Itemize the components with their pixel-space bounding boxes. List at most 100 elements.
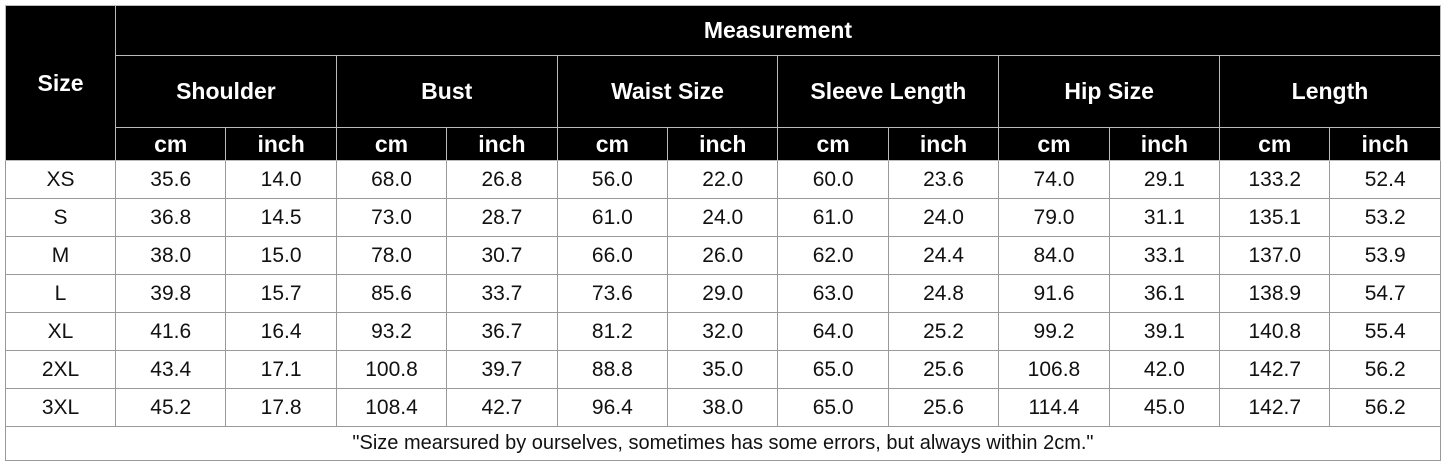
value-cell: 55.4 bbox=[1329, 312, 1441, 351]
value-cell: 91.6 bbox=[998, 274, 1110, 313]
unit-header: inch bbox=[446, 127, 558, 161]
size-cell: L bbox=[5, 274, 116, 313]
value-cell: 85.6 bbox=[335, 274, 448, 313]
value-cell: 65.0 bbox=[777, 388, 889, 427]
value-cell: 33.7 bbox=[446, 274, 558, 313]
value-cell: 142.7 bbox=[1219, 388, 1331, 427]
value-cell: 53.2 bbox=[1329, 198, 1441, 237]
value-cell: 73.0 bbox=[335, 198, 448, 237]
unit-header: inch bbox=[667, 127, 779, 161]
value-cell: 78.0 bbox=[335, 236, 448, 275]
note-row: "Size mearsured by ourselves, sometimes … bbox=[5, 426, 1441, 461]
unit-header: cm bbox=[998, 127, 1110, 161]
measure-header: Shoulder bbox=[115, 55, 337, 128]
value-cell: 30.7 bbox=[446, 236, 558, 275]
measure-header: Length bbox=[1219, 55, 1441, 128]
value-cell: 26.8 bbox=[446, 160, 558, 199]
size-cell: 2XL bbox=[5, 350, 116, 389]
size-header: Size bbox=[5, 5, 116, 161]
value-cell: 108.4 bbox=[335, 388, 448, 427]
value-cell: 42.7 bbox=[446, 388, 558, 427]
value-cell: 56.2 bbox=[1329, 388, 1441, 427]
value-cell: 74.0 bbox=[998, 160, 1110, 199]
value-cell: 79.0 bbox=[998, 198, 1110, 237]
value-cell: 137.0 bbox=[1219, 236, 1331, 275]
unit-header: cm bbox=[1219, 127, 1331, 161]
value-cell: 73.6 bbox=[556, 274, 669, 313]
data-row: 3XL 45.2 17.8 108.4 42.7 96.4 38.0 65.0 25.6 114.… bbox=[5, 388, 1441, 427]
value-cell: 61.0 bbox=[556, 198, 669, 237]
measure-header: Waist Size bbox=[556, 55, 779, 128]
value-cell: 14.0 bbox=[225, 160, 337, 199]
value-cell: 35.6 bbox=[114, 160, 227, 199]
value-cell: 15.0 bbox=[225, 236, 337, 275]
measure-header: Bust bbox=[335, 55, 558, 128]
value-cell: 81.2 bbox=[556, 312, 669, 351]
value-cell: 63.0 bbox=[777, 274, 889, 313]
value-cell: 114.4 bbox=[998, 388, 1110, 427]
value-cell: 106.8 bbox=[998, 350, 1110, 389]
value-cell: 45.0 bbox=[1108, 388, 1221, 427]
value-cell: 39.7 bbox=[446, 350, 558, 389]
value-cell: 60.0 bbox=[777, 160, 889, 199]
value-cell: 29.1 bbox=[1108, 160, 1221, 199]
value-cell: 96.4 bbox=[556, 388, 669, 427]
unit-header: cm bbox=[777, 127, 889, 161]
size-chart: Size Measurement Shoulder Bust Waist Size Sle… bbox=[5, 5, 1441, 461]
value-cell: 133.2 bbox=[1219, 160, 1331, 199]
value-cell: 53.9 bbox=[1329, 236, 1441, 275]
data-row: M 38.0 15.0 78.0 30.7 66.0 26.0 62.0 24.4 84.0 33.… bbox=[5, 236, 1441, 275]
value-cell: 138.9 bbox=[1219, 274, 1331, 313]
value-cell: 142.7 bbox=[1219, 350, 1331, 389]
value-cell: 64.0 bbox=[777, 312, 889, 351]
value-cell: 32.0 bbox=[667, 312, 779, 351]
value-cell: 14.5 bbox=[225, 198, 337, 237]
data-row: 2XL 43.4 17.1 100.8 39.7 88.8 35.0 65.0 25.6 106.… bbox=[5, 350, 1441, 389]
value-cell: 16.4 bbox=[225, 312, 337, 351]
value-cell: 66.0 bbox=[556, 236, 669, 275]
value-cell: 62.0 bbox=[777, 236, 889, 275]
value-cell: 52.4 bbox=[1329, 160, 1441, 199]
value-cell: 36.8 bbox=[114, 198, 227, 237]
value-cell: 36.7 bbox=[446, 312, 558, 351]
group-header: Measurement bbox=[115, 5, 1441, 56]
value-cell: 39.8 bbox=[114, 274, 227, 313]
header-row: cm inch cm inch cm inch cm inch cm inch cm inch bbox=[6, 127, 1441, 161]
value-cell: 23.6 bbox=[887, 160, 1000, 199]
measure-header: Hip Size bbox=[998, 55, 1221, 128]
size-table: Size Measurement Shoulder Bust Waist Size Sle… bbox=[5, 5, 1441, 461]
value-cell: 31.1 bbox=[1108, 198, 1221, 237]
value-cell: 17.8 bbox=[225, 388, 337, 427]
unit-header: inch bbox=[225, 127, 337, 161]
note: "Size mearsured by ourselves, sometimes … bbox=[5, 426, 1441, 461]
header-row: Size Measurement bbox=[5, 5, 1441, 161]
size-cell: 3XL bbox=[5, 388, 116, 427]
value-cell: 39.1 bbox=[1108, 312, 1221, 351]
value-cell: 54.7 bbox=[1329, 274, 1441, 313]
value-cell: 135.1 bbox=[1219, 198, 1331, 237]
unit-header: inch bbox=[1108, 127, 1221, 161]
value-cell: 35.0 bbox=[667, 350, 779, 389]
value-cell: 45.2 bbox=[114, 388, 227, 427]
header-row: Shoulder Bust Waist Size Sleeve Length Hip S… bbox=[6, 55, 1441, 128]
unit-header: cm bbox=[114, 127, 227, 161]
value-cell: 25.6 bbox=[887, 388, 1000, 427]
value-cell: 84.0 bbox=[998, 236, 1110, 275]
value-cell: 42.0 bbox=[1108, 350, 1221, 389]
value-cell: 56.0 bbox=[556, 160, 669, 199]
measure-header: Sleeve Length bbox=[777, 55, 1000, 128]
value-cell: 22.0 bbox=[667, 160, 779, 199]
value-cell: 26.0 bbox=[667, 236, 779, 275]
value-cell: 15.7 bbox=[225, 274, 337, 313]
value-cell: 36.1 bbox=[1108, 274, 1221, 313]
data-row: S 36.8 14.5 73.0 28.7 61.0 24.0 61.0 24.0 79.0 31.… bbox=[5, 198, 1441, 237]
value-cell: 140.8 bbox=[1219, 312, 1331, 351]
unit-header: inch bbox=[1329, 127, 1441, 161]
size-cell: XL bbox=[5, 312, 116, 351]
value-cell: 25.2 bbox=[887, 312, 1000, 351]
value-cell: 38.0 bbox=[667, 388, 779, 427]
value-cell: 28.7 bbox=[446, 198, 558, 237]
unit-header: cm bbox=[556, 127, 669, 161]
value-cell: 24.4 bbox=[887, 236, 1000, 275]
